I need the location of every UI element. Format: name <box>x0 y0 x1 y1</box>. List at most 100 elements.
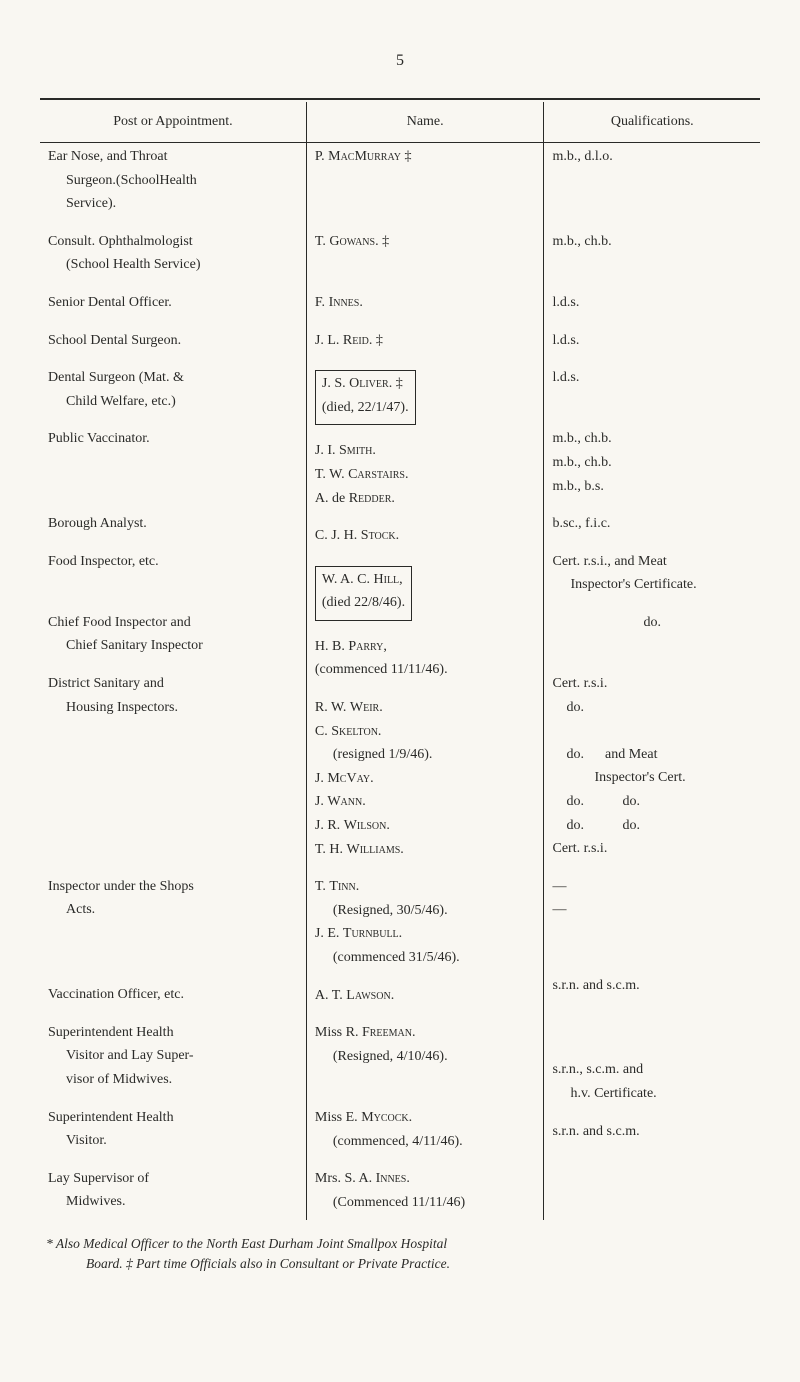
surname: Lawson <box>346 988 390 1003</box>
footnote-line1: * Also Medical Officer to the North East… <box>46 1236 447 1251</box>
surname: Mycock <box>361 1110 408 1125</box>
post-line: Chief Food Inspector and <box>48 613 298 633</box>
post-line: Ear Nose, and Throat <box>48 147 298 167</box>
spacer <box>315 317 536 331</box>
spacer <box>315 863 536 877</box>
qual-line: Inspector's Cert. <box>552 768 752 788</box>
post-line: visor of Midwives. <box>48 1070 298 1090</box>
name-entry: R. W. Weir. <box>315 698 536 718</box>
spacer <box>315 427 536 441</box>
spacer <box>315 512 536 526</box>
spacer <box>552 500 752 514</box>
qual-line: s.r.n. and s.c.m. <box>552 1122 752 1142</box>
spacer <box>552 317 752 331</box>
spacer <box>48 599 298 613</box>
post-line: Midwives. <box>48 1192 298 1212</box>
surname: Wilson <box>344 818 387 833</box>
surname: MacMurray <box>328 149 401 164</box>
surname: McVay <box>327 771 370 786</box>
name-column: P. MacMurray ‡ T. Gowans. ‡ F. Innes.J. … <box>306 142 544 1220</box>
name-entry: (commenced 11/11/46). <box>315 660 536 680</box>
post-line: Superintendent Health <box>48 1023 298 1043</box>
name-entry: J. McVay. <box>315 769 536 789</box>
spacer <box>315 623 536 637</box>
spacer <box>315 1094 536 1108</box>
qual-line: m.b., ch.b. <box>552 453 752 473</box>
qual-line: l.d.s. <box>552 368 752 388</box>
post-line: Chief Sanitary Inspector <box>48 636 298 656</box>
spacer <box>552 1046 752 1060</box>
surname: Reid <box>343 333 369 348</box>
name-entry: T. H. Williams. <box>315 840 536 860</box>
qual-line: do. do. <box>552 792 752 812</box>
qual-line: m.b., b.s. <box>552 477 752 497</box>
surname: Turnbull <box>343 926 399 941</box>
spacer <box>552 924 752 938</box>
qual-line: Cert. r.s.i. <box>552 839 752 859</box>
spacer <box>48 317 298 331</box>
spacer <box>48 218 298 232</box>
spacer <box>48 1155 298 1169</box>
name-entry: A. de Redder. <box>315 489 536 509</box>
spacer <box>315 550 536 564</box>
top-rule <box>40 98 760 100</box>
header-post: Post or Appointment. <box>40 102 306 142</box>
spacer <box>315 354 536 368</box>
post-line: Senior Dental Officer. <box>48 293 298 313</box>
name-entry: A. T. Lawson. <box>315 986 536 1006</box>
qual-line: Cert. r.s.i. <box>552 674 752 694</box>
post-line: Housing Inspectors. <box>48 698 298 718</box>
qual-line: do. do. <box>552 816 752 836</box>
name-entry: T. Tinn. <box>315 877 536 897</box>
name-entry: C. J. H. Stock. <box>315 526 536 546</box>
spacer <box>315 1009 536 1023</box>
page-number: 5 <box>40 50 760 72</box>
spacer <box>552 863 752 877</box>
post-line: Acts. <box>48 900 298 920</box>
surname: Weir <box>350 700 379 715</box>
qual-line: do. <box>552 698 752 718</box>
post-line: Visitor and Lay Super- <box>48 1046 298 1066</box>
name-entry: T. W. Carstairs. <box>315 465 536 485</box>
name-entry: Mrs. S. A. Innes. <box>315 1169 536 1189</box>
spacer <box>552 962 752 976</box>
name-entry: T. Gowans. ‡ <box>315 232 536 252</box>
name-entry: Miss R. Freeman. <box>315 1023 536 1043</box>
surname: Parry <box>348 639 383 654</box>
post-column: Ear Nose, and ThroatSurgeon.(SchoolHealt… <box>40 142 306 1220</box>
spacer <box>315 684 536 698</box>
spacer <box>552 599 752 613</box>
spacer <box>48 660 298 674</box>
spacer <box>48 538 298 552</box>
spacer <box>315 279 536 293</box>
spacer <box>48 354 298 368</box>
surname: Carstairs <box>348 467 405 482</box>
post-line: (School Health Service) <box>48 255 298 275</box>
surname: Smith <box>339 443 372 458</box>
name-entry: (Resigned, 4/10/46). <box>315 1047 536 1067</box>
spacer <box>315 972 536 986</box>
post-line: Child Welfare, etc.) <box>48 392 298 412</box>
qual-line: — <box>552 900 752 920</box>
name-entry: J. S. Oliver. ‡ <box>322 374 409 394</box>
surname: Williams <box>347 842 401 857</box>
spacer <box>552 279 752 293</box>
surname: Wann <box>327 794 362 809</box>
qual-line: do. and Meat <box>552 745 752 765</box>
qual-line: s.r.n. and s.c.m. <box>552 976 752 996</box>
post-line: Inspector under the Shops <box>48 877 298 897</box>
spacer <box>48 415 298 429</box>
post-line: District Sanitary and <box>48 674 298 694</box>
header-name: Name. <box>306 102 544 142</box>
post-line: Dental Surgeon (Mat. & <box>48 368 298 388</box>
spacer <box>552 354 752 368</box>
name-entry: (resigned 1/9/46). <box>315 745 536 765</box>
name-entry: (Resigned, 30/5/46). <box>315 901 536 921</box>
surname: Tinn <box>329 879 355 894</box>
surname: Oliver <box>349 376 389 391</box>
qual-line: Inspector's Certificate. <box>552 575 752 595</box>
qual-line: — <box>552 877 752 897</box>
table-row: Ear Nose, and ThroatSurgeon.(SchoolHealt… <box>40 142 760 1220</box>
spacer <box>315 1155 536 1169</box>
post-line: Lay Supervisor of <box>48 1169 298 1189</box>
